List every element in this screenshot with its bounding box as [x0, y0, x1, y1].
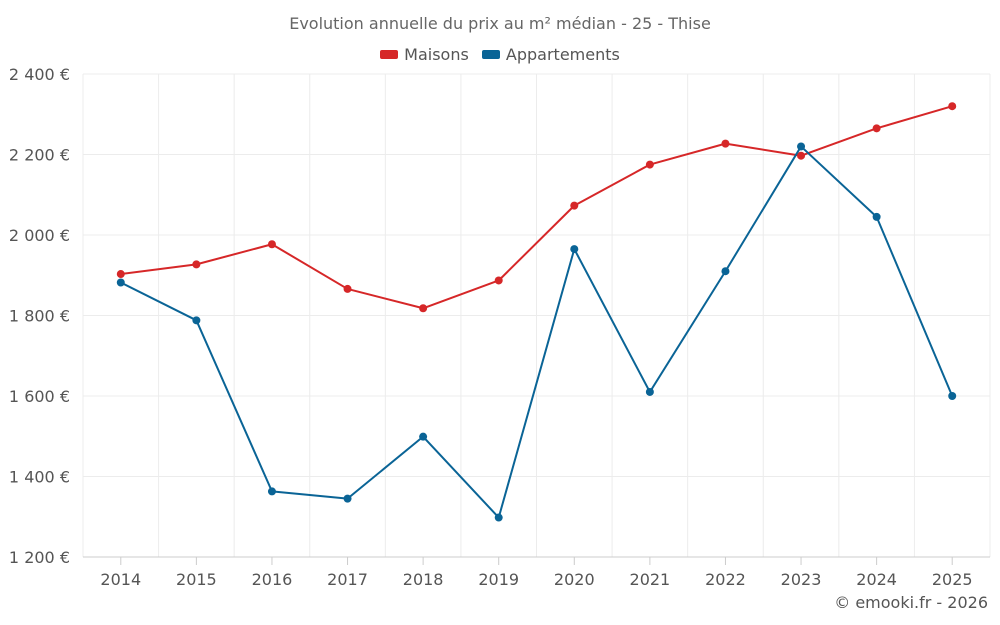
data-point-maisons [948, 102, 957, 111]
data-point-appartements [797, 142, 806, 151]
data-point-maisons [872, 124, 881, 133]
x-tick-label: 2014 [100, 570, 141, 589]
data-point-maisons [570, 201, 579, 210]
x-tick-label: 2022 [705, 570, 746, 589]
y-tick-label: 1 200 € [9, 548, 70, 567]
x-tick-label: 2021 [630, 570, 671, 589]
y-tick-label: 1 800 € [9, 307, 70, 326]
series-line-maisons [120, 105, 953, 310]
x-tick-label: 2015 [176, 570, 217, 589]
data-point-maisons [116, 270, 125, 279]
x-tick-label: 2017 [327, 570, 368, 589]
legend-swatch-maisons [380, 50, 399, 59]
legend-label-appartements: Appartements [505, 45, 620, 64]
series-line-appartements [120, 145, 954, 519]
data-point-maisons [192, 260, 201, 269]
data-point-appartements [192, 316, 201, 325]
data-point-maisons [343, 284, 352, 293]
data-point-appartements [343, 494, 352, 503]
copyright: © emooki.fr - 2026 [834, 593, 988, 612]
legend-label-maisons: Maisons [404, 45, 469, 64]
data-point-maisons [797, 151, 806, 160]
y-tick-label: 2 000 € [9, 226, 70, 245]
data-point-appartements [721, 267, 730, 276]
chart-title: Evolution annuelle du prix au m² médian … [289, 14, 711, 33]
data-point-maisons [267, 240, 276, 249]
x-tick-label: 2020 [554, 570, 595, 589]
data-point-appartements [494, 513, 503, 522]
y-tick-label: 2 200 € [9, 146, 70, 165]
data-point-appartements [570, 245, 579, 254]
legend-item-appartements[interactable]: Appartements [481, 45, 620, 64]
x-tick-label: 2019 [478, 570, 519, 589]
legend-item-maisons[interactable]: Maisons [380, 45, 469, 64]
data-point-maisons [419, 304, 428, 313]
y-tick-label: 1 400 € [9, 468, 70, 487]
data-point-maisons [494, 276, 503, 285]
legend: Maisons Appartements [0, 44, 1000, 64]
legend-swatch-appartements [481, 50, 500, 59]
x-tick-label: 2025 [932, 570, 973, 589]
data-point-appartements [116, 278, 125, 287]
data-point-appartements [267, 487, 276, 496]
y-tick-label: 2 400 € [9, 65, 70, 84]
data-point-appartements [948, 392, 957, 400]
data-point-appartements [645, 387, 654, 396]
data-point-maisons [645, 160, 654, 169]
x-tick-label: 2016 [252, 570, 293, 589]
data-point-maisons [721, 139, 730, 148]
x-tick-label: 2018 [403, 570, 444, 589]
y-tick-label: 1 600 € [9, 387, 70, 406]
data-point-appartements [419, 432, 428, 441]
data-point-appartements [872, 212, 881, 221]
x-tick-label: 2023 [781, 570, 822, 589]
x-tick-label: 2024 [856, 570, 897, 589]
